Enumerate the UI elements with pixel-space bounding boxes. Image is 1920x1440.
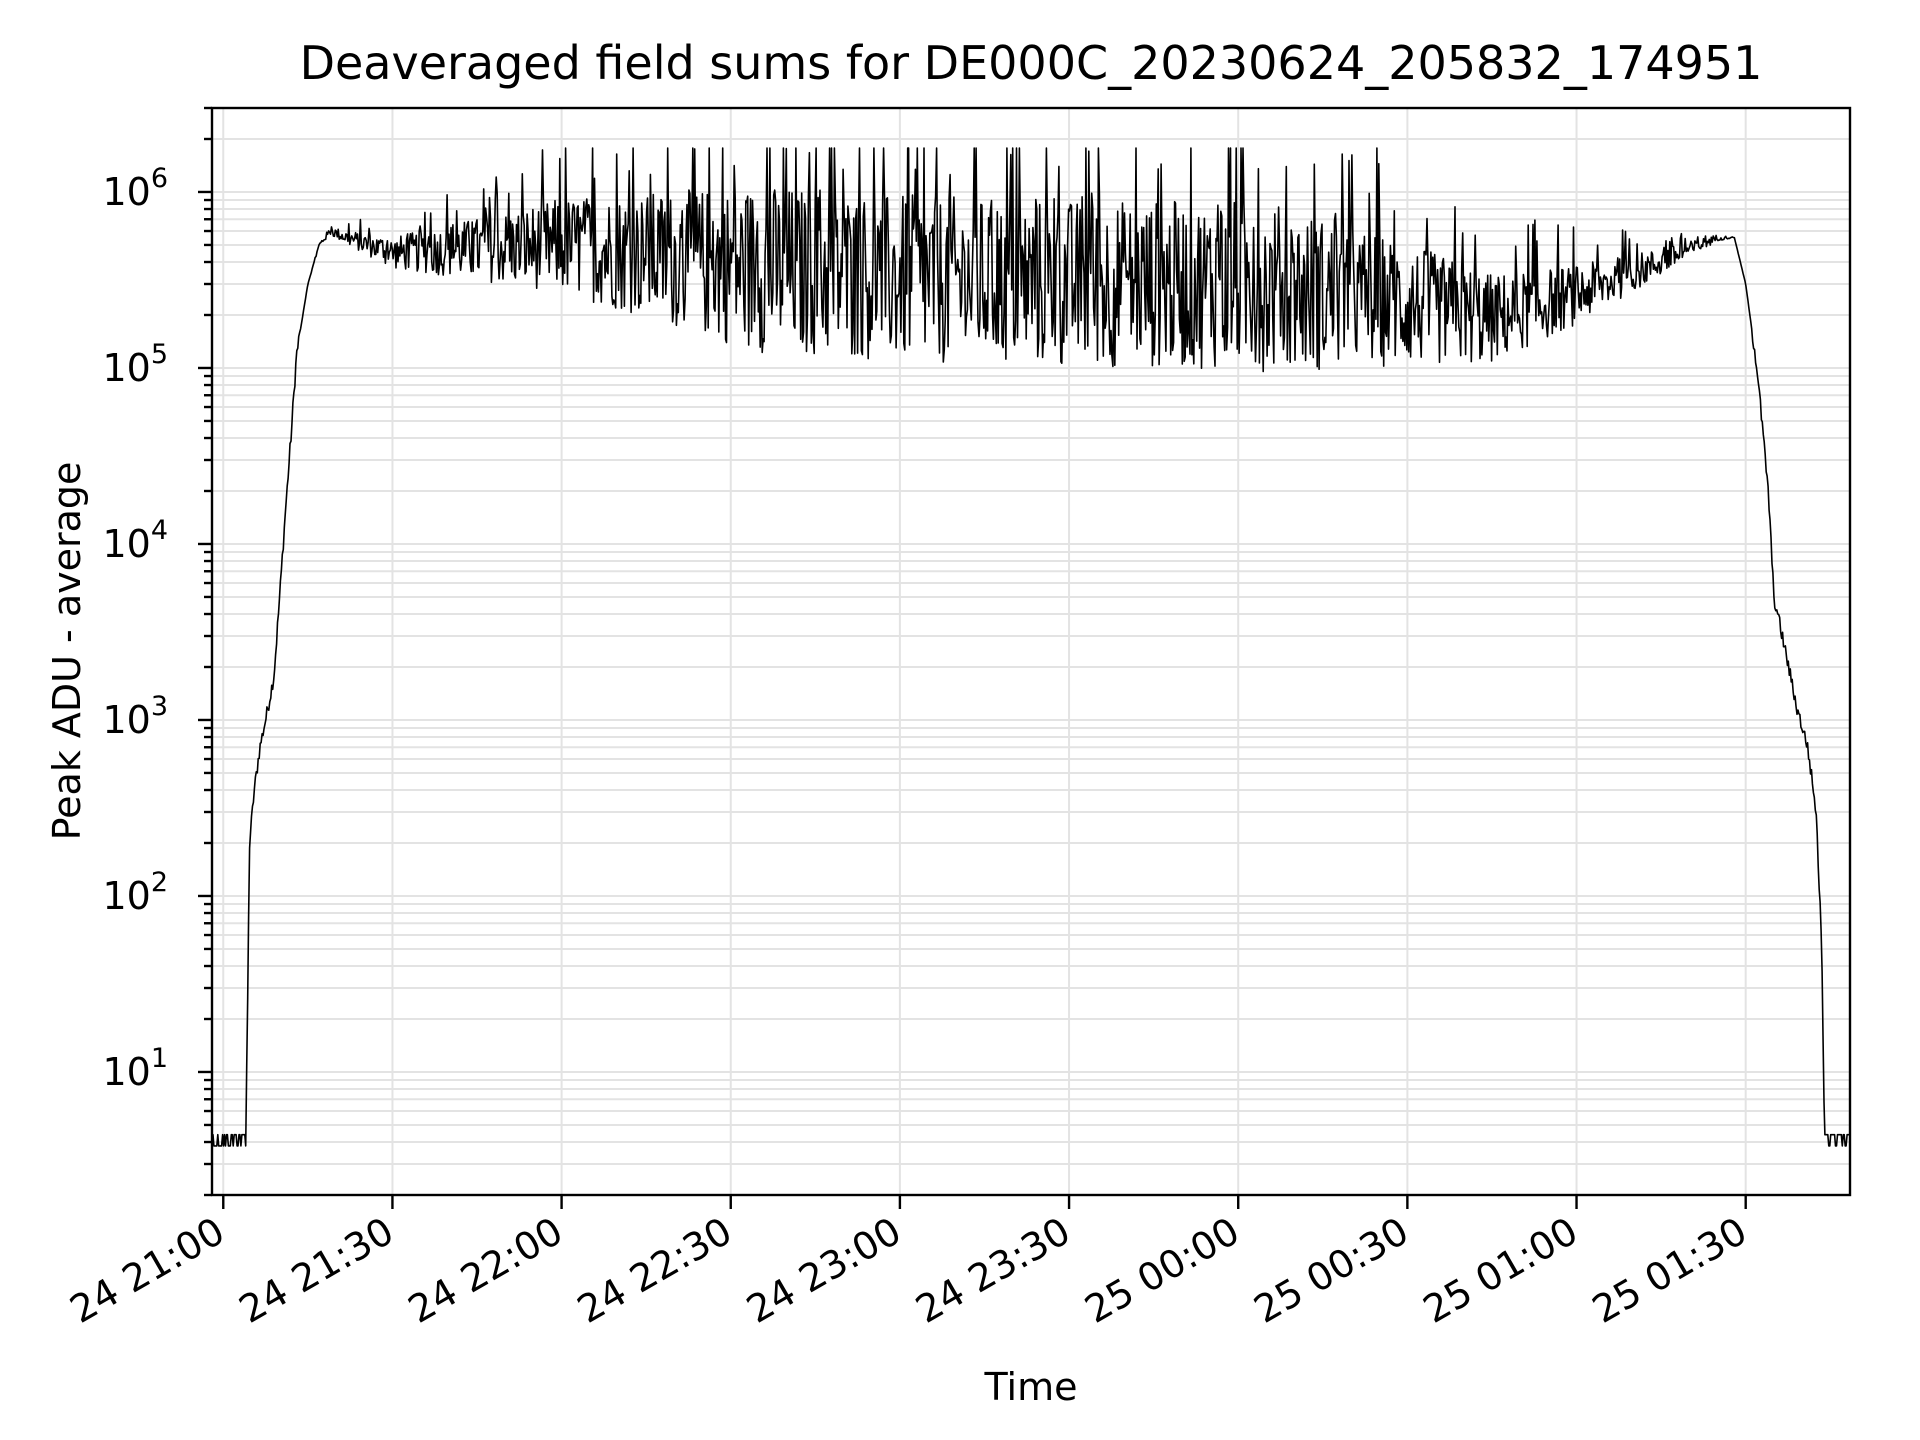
y-tick-exponent: 6 [151, 163, 168, 194]
series-line [211, 147, 1850, 1147]
y-tick-label: 102 [102, 867, 168, 918]
y-tick-exponent: 1 [151, 1043, 168, 1074]
chart-title: Deaveraged field sums for DE000C_2023062… [300, 36, 1763, 90]
y-tick-base: 10 [102, 346, 150, 390]
y-tick-exponent: 5 [151, 339, 168, 370]
plot-frame [210, 106, 1852, 1197]
y-tick-label: 106 [102, 163, 168, 214]
series-layer [211, 147, 1850, 1147]
y-tick-label: 104 [102, 515, 168, 566]
grid-lines [212, 107, 1850, 1196]
y-tick-base: 10 [102, 170, 150, 214]
x-axis-label: Time [984, 1365, 1078, 1409]
y-tick-exponent: 4 [151, 515, 168, 546]
y-tick-label: 103 [102, 691, 168, 742]
y-tick-base: 10 [102, 522, 150, 566]
y-tick-exponent: 2 [151, 867, 168, 898]
y-axis-label: Peak ADU - average [45, 462, 89, 841]
y-tick-exponent: 3 [151, 691, 168, 722]
y-tick-label: 105 [102, 339, 168, 390]
y-tick-label: 101 [102, 1043, 168, 1094]
y-tick-base: 10 [102, 698, 150, 742]
y-tick-base: 10 [102, 874, 150, 918]
y-tick-base: 10 [102, 1050, 150, 1094]
